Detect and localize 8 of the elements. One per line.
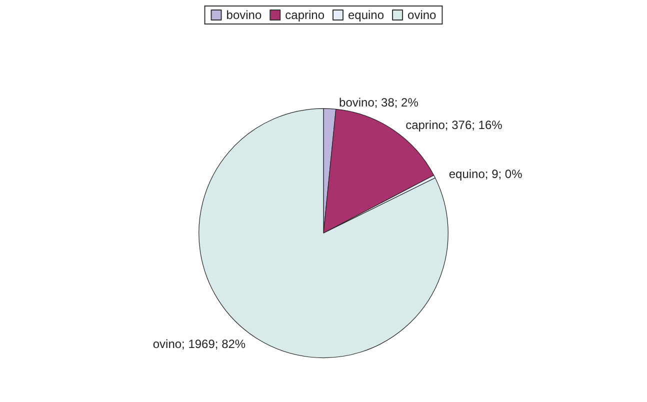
data-label: ovino; 1969; 82% <box>152 337 246 352</box>
legend-label: bovino <box>226 8 262 22</box>
data-label: equino; 9; 0% <box>448 166 523 181</box>
legend-label: equino <box>348 8 384 22</box>
legend-label: caprino <box>285 8 325 22</box>
legend-label: ovino <box>408 8 437 22</box>
data-label: caprino; 376; 16% <box>406 118 503 132</box>
data-label: bovino; 38; 2% <box>339 96 419 110</box>
